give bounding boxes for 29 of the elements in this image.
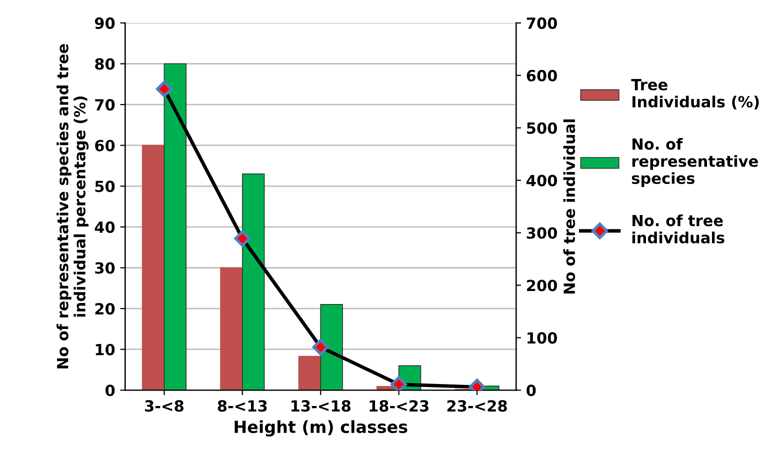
y-tick-label: 70: [95, 99, 115, 111]
legend-label: No. of tree individuals: [632, 214, 724, 244]
y-tick-label: 20: [95, 303, 115, 315]
y-tick-label: 0: [106, 384, 115, 396]
y-tick-label: 80: [95, 58, 115, 70]
y-tick-label: 50: [95, 180, 115, 192]
x-tick-label: 8-<13: [218, 400, 267, 412]
x-tick-label: 18-<23: [370, 400, 428, 412]
legend-label: Tree Individuals (%): [631, 79, 759, 110]
y-tick-label: 10: [96, 344, 115, 356]
y2-tick-label: 500: [527, 122, 557, 134]
y2-tick-label: 400: [526, 174, 557, 186]
y-tick-label: 40: [94, 221, 115, 233]
y-axis-title: No of representative species and tree individual percentage (%): [56, 44, 89, 368]
y2-tick-label: 600: [526, 70, 557, 82]
y2-tick-label: 200: [527, 280, 557, 292]
y2-axis-title: No of tree individual: [563, 119, 576, 294]
y2-tick-label: 700: [526, 17, 557, 29]
y-tick-label: 60: [95, 140, 115, 152]
y2-tick-label: 0: [526, 384, 536, 396]
y2-tick-label: 100: [528, 332, 557, 344]
y-tick-label: 90: [94, 17, 115, 29]
x-tick-label: 23-<28: [447, 400, 507, 412]
y-tick-label: 30: [95, 262, 115, 274]
x-tick-label: 13-<18: [292, 400, 351, 412]
legend-label: No. of representative species: [632, 138, 758, 187]
x-axis-title: Height (m) classes: [234, 420, 408, 436]
y2-tick-label: 300: [526, 227, 557, 239]
x-tick-label: 3-<8: [145, 400, 184, 412]
